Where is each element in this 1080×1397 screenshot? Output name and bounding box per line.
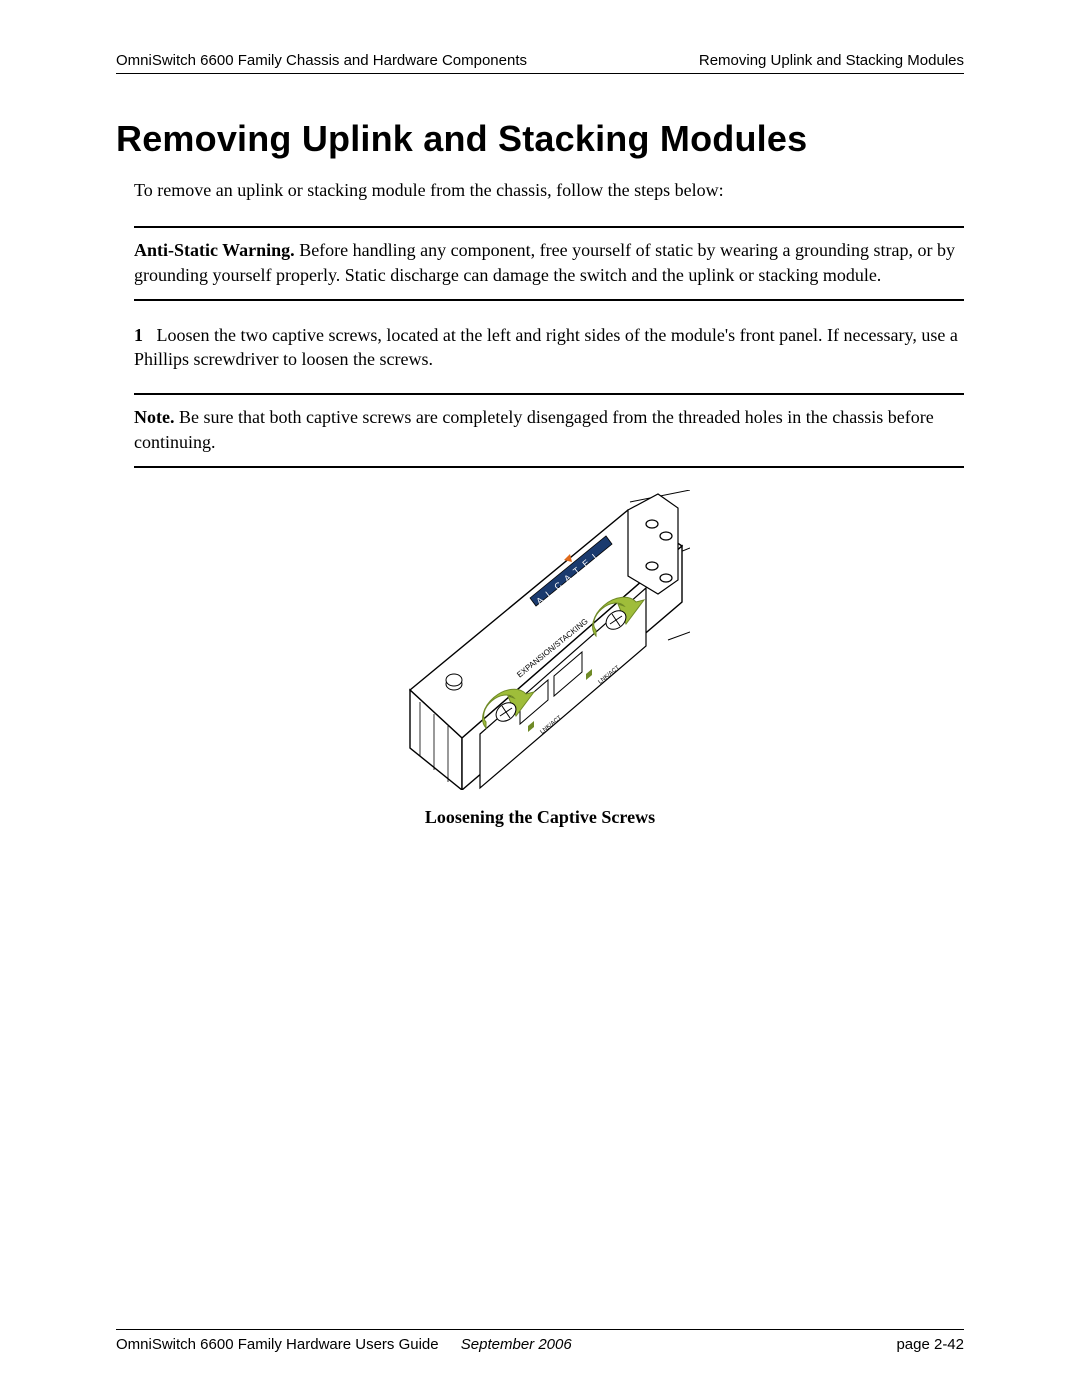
- running-header: OmniSwitch 6600 Family Chassis and Hardw…: [116, 52, 964, 74]
- captive-screws-diagram: A L C A T E L EXPANSION/STACKING LNK/ACT…: [390, 490, 690, 790]
- header-right: Removing Uplink and Stacking Modules: [699, 52, 964, 69]
- footer-guide: OmniSwitch 6600 Family Hardware Users Gu…: [116, 1336, 439, 1353]
- footer-date: September 2006: [461, 1336, 572, 1353]
- step-1-text: Loosen the two captive screws, located a…: [134, 325, 958, 369]
- note-box: Note. Be sure that both captive screws a…: [134, 393, 964, 468]
- note-text: Be sure that both captive screws are com…: [134, 407, 934, 451]
- diagram-container: A L C A T E L EXPANSION/STACKING LNK/ACT…: [116, 490, 964, 828]
- diagram-caption: Loosening the Captive Screws: [116, 807, 964, 828]
- footer-left: OmniSwitch 6600 Family Hardware Users Gu…: [116, 1336, 572, 1353]
- step-1-number: 1: [134, 323, 152, 347]
- step-1: 1 Loosen the two captive screws, located…: [134, 323, 964, 372]
- running-footer: OmniSwitch 6600 Family Hardware Users Gu…: [116, 1329, 964, 1353]
- anti-static-warning-box: Anti-Static Warning. Before handling any…: [134, 226, 964, 301]
- page-title: Removing Uplink and Stacking Modules: [116, 118, 964, 160]
- warning-label: Anti-Static Warning.: [134, 240, 295, 260]
- intro-paragraph: To remove an uplink or stacking module f…: [134, 178, 964, 202]
- footer-page: page 2-42: [896, 1336, 964, 1353]
- note-label: Note.: [134, 407, 174, 427]
- header-left: OmniSwitch 6600 Family Chassis and Hardw…: [116, 52, 527, 69]
